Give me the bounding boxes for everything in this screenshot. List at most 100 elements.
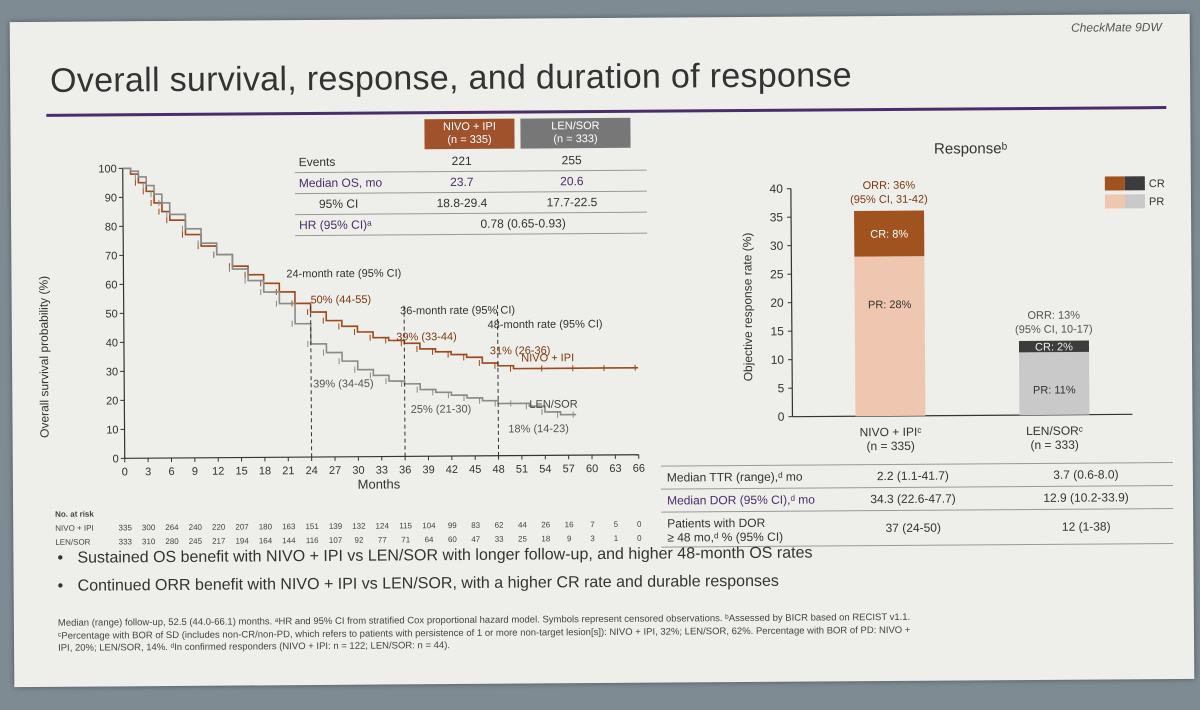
- risk-value: 71: [401, 535, 411, 545]
- response-y-axis-label: Objective response rate (%): [740, 233, 755, 382]
- km-x-tick-label: 36: [399, 464, 411, 476]
- risk-value: 217: [212, 536, 226, 546]
- risk-value: 18: [541, 534, 551, 544]
- risk-value: 194: [235, 536, 249, 546]
- risk-value: 333: [118, 537, 133, 547]
- study-tag: CheckMate 9DW: [1071, 20, 1162, 35]
- risk-row-label: NIVO + IPI: [55, 523, 94, 533]
- resp-value-lensor: 3.7 (0.6-8.0): [1053, 467, 1119, 482]
- bar-y-tick-label: 10: [771, 353, 785, 367]
- risk-value: 144: [282, 536, 296, 546]
- bar-y-tick-label: 15: [770, 324, 784, 338]
- km-x-tick-label: 48: [492, 464, 504, 476]
- os-row-label: Median OS, mo: [298, 175, 383, 191]
- response-axes: 0 5 10 15 20 25 30 35 40: [769, 182, 1133, 424]
- bar-y-tick-label: 25: [770, 267, 784, 281]
- km-annotation: 36-month rate (95% CI): [400, 305, 515, 318]
- risk-value: 60: [447, 535, 457, 545]
- km-x-tick-label: 24: [306, 465, 318, 477]
- os-table: NIVO + IPI (n = 335) LEN/SOR (n = 333) E…: [294, 117, 648, 237]
- bullet-dot-icon: •: [57, 549, 64, 567]
- resp-row-label: Median TTR (range),ᵈ mo: [666, 469, 803, 485]
- km-x-tick-label: 3: [145, 466, 151, 478]
- km-annotation: 25% (21-30): [411, 403, 472, 415]
- risk-value: 62: [494, 520, 504, 530]
- hr-label: HR (95% CI)ᵃ: [299, 217, 372, 233]
- bullet-dot-icon: •: [57, 577, 64, 595]
- km-series-label: NIVO + IPI: [521, 352, 574, 364]
- resp-value-nivo: 34.3 (22.6-47.7): [870, 491, 956, 507]
- resp-row-label: Patients with DOR ≥ 48 mo,ᵈ % (95% CI): [667, 516, 783, 545]
- resp-label-line1: Patients with DOR: [667, 515, 766, 531]
- response-bars: PR: 28% CR: 8% ORR: 36% (95% CI, 31-42) NIVO…: [850, 180, 1093, 454]
- resp-value-lensor: 12.9 (10.2-33.9): [1043, 490, 1129, 505]
- risk-value: 115: [399, 521, 412, 531]
- bar-cr-0: [854, 210, 925, 257]
- risk-value: 107: [328, 535, 343, 545]
- km-annotation: 18% (14-23): [508, 423, 569, 435]
- os-row-label: Events: [298, 154, 336, 170]
- os-row-value-nivo: 221: [451, 153, 472, 169]
- km-y-tick-label: 0: [113, 453, 119, 465]
- response-chart-title: Responseᵇ: [934, 140, 1008, 158]
- legend-label: PR: [1149, 196, 1164, 208]
- legend-swatch-cr-alt: [1124, 176, 1145, 191]
- risk-value: 44: [517, 520, 527, 530]
- os-row-events: Events 221 255: [294, 149, 647, 174]
- os-row-value-lensor: 255: [561, 153, 582, 168]
- km-annotation: 39% (33-44): [396, 331, 457, 343]
- os-row-value-lensor: 20.6: [560, 174, 584, 189]
- bar-category-label: LEN/SORᶜ: [1026, 424, 1083, 438]
- nivo-ipi-header-n: (n = 335): [447, 133, 492, 147]
- bar-y-tick-label: 5: [778, 381, 785, 395]
- km-annotations: 24-month rate (95% CI) 50% (44-55) 39% (34…: [286, 268, 603, 458]
- risk-table: No. at risk NIVO + IPI 335 300 264 240 220 20…: [55, 506, 655, 552]
- bullet-text: Continued ORR benefit with NIVO + IPI vs…: [77, 572, 779, 595]
- len-sor-header: LEN/SOR (n = 333): [520, 117, 631, 149]
- km-x-tick-label: 21: [282, 465, 294, 477]
- bar-orr-ci-label: (95% CI, 31-42): [850, 194, 928, 207]
- risk-value: 264: [165, 522, 179, 533]
- risk-value: 300: [141, 523, 156, 533]
- bullet-1: • Sustained OS benefit with NIVO + IPI v…: [57, 545, 812, 568]
- nivo-ipi-header-name: NIVO + IPI: [442, 120, 496, 134]
- risk-value: 25: [518, 534, 527, 544]
- footnote: Median (range) follow-up, 52.5 (44.0-66.…: [58, 610, 1168, 655]
- km-annotation: 39% (34-45): [313, 378, 374, 390]
- km-x-tick-label: 0: [122, 466, 128, 478]
- bar-category-n: (n = 333): [1030, 438, 1078, 452]
- bar-pr-label: PR: 11%: [1033, 384, 1076, 396]
- risk-value: 207: [235, 522, 249, 532]
- risk-value: 245: [188, 536, 203, 546]
- bar-pr-0: [854, 256, 926, 417]
- risk-value: 33: [494, 534, 504, 544]
- os-row-median: Median OS, mo 23.7 20.6: [294, 170, 647, 195]
- risk-value: 116: [305, 535, 319, 546]
- risk-value: 0: [636, 519, 642, 529]
- slide-title: Overall survival, response, and duration…: [49, 56, 853, 100]
- km-y-tick-label: 30: [106, 366, 118, 378]
- risk-value: 335: [118, 523, 132, 533]
- bar-orr-label: ORR: 36%: [863, 180, 916, 192]
- bar-pr-label: PR: 28%: [868, 299, 912, 311]
- km-annotation: 31% (26-36): [490, 345, 551, 357]
- km-annotation: 48-month rate (95% CI): [488, 318, 603, 331]
- risk-value: 132: [352, 521, 366, 531]
- km-y-tick-label: 50: [105, 308, 117, 320]
- legend-swatch-cr: [1104, 176, 1125, 191]
- km-y-tick-label: 10: [106, 424, 118, 436]
- risk-value: 310: [141, 537, 156, 547]
- risk-header-label: No. at risk: [55, 509, 94, 519]
- risk-value: 240: [188, 522, 203, 532]
- risk-value: 220: [211, 522, 226, 532]
- km-x-tick-label: 9: [192, 466, 198, 478]
- legend-swatch-pr: [1104, 194, 1126, 209]
- os-row-value-lensor: 17.7-22.5: [546, 195, 598, 210]
- km-y-axis-label: Overall survival probability (%): [36, 276, 51, 438]
- legend-label: CR: [1149, 178, 1165, 190]
- risk-value: 47: [471, 534, 481, 544]
- resp-value-nivo: 2.2 (1.1-41.7): [876, 468, 949, 484]
- km-x-tick-label: 18: [259, 465, 271, 477]
- os-row-hr: HR (95% CI)ᵃ 0.78 (0.65-0.93): [295, 212, 648, 237]
